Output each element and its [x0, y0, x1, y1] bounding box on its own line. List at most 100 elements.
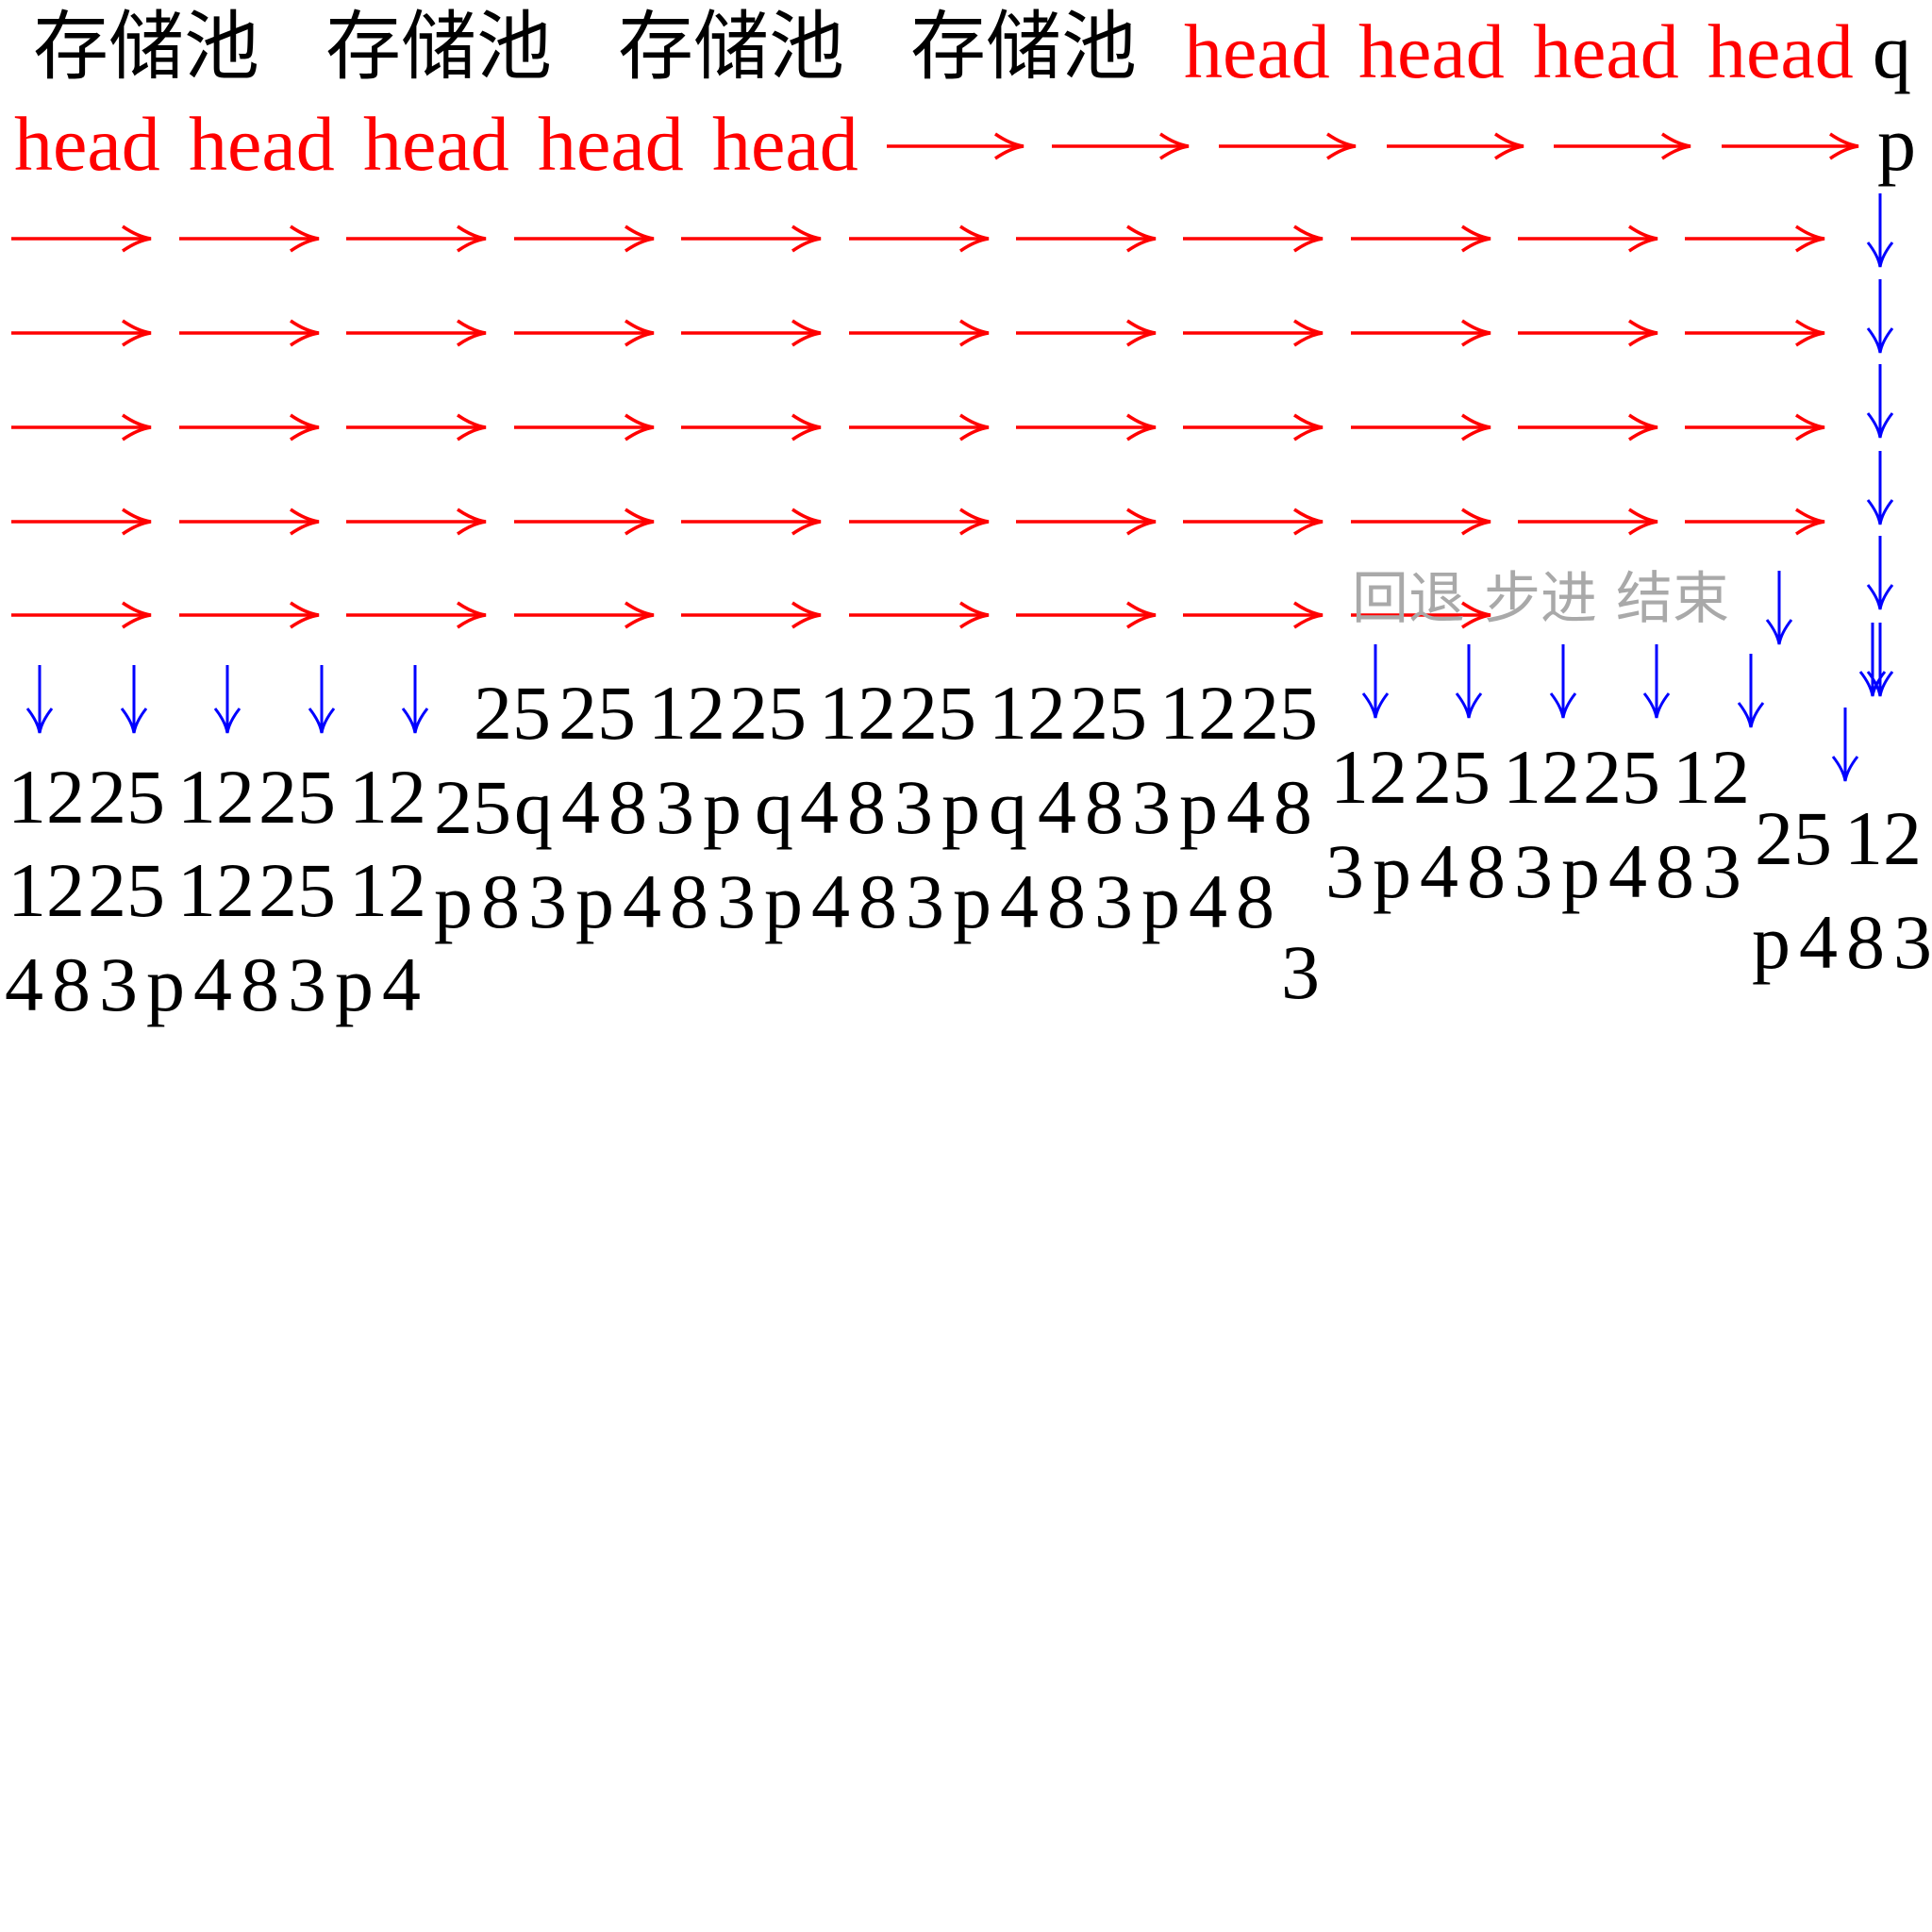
cell: 3: [1325, 828, 1364, 914]
right-arrow-icon: [1183, 319, 1324, 347]
right-arrow-icon: [346, 319, 487, 347]
back-button[interactable]: 回退: [1352, 566, 1465, 632]
right-arrow-icon: [1722, 132, 1859, 160]
head-label: head: [1184, 8, 1330, 94]
step-button[interactable]: 步进: [1484, 566, 1597, 632]
right-arrow-icon: [1183, 225, 1324, 253]
cell: 4: [561, 764, 600, 850]
cell: 4: [1000, 858, 1039, 944]
right-arrow-icon: [1016, 601, 1157, 629]
cell: 4: [1420, 828, 1458, 914]
right-arrow-icon: [11, 413, 152, 441]
pool-label: 存储池: [325, 3, 552, 91]
right-arrow-icon: [346, 601, 487, 629]
right-arrow-icon: [514, 508, 655, 536]
cell: 3: [528, 858, 567, 944]
right-arrow-icon: [346, 508, 487, 536]
right-arrow-icon: [179, 413, 320, 441]
right-arrow-icon: [179, 508, 320, 536]
cell: 8: [670, 858, 708, 944]
right-arrow-icon: [179, 601, 320, 629]
cell: 25: [1413, 734, 1491, 820]
cell: 8: [52, 941, 91, 1027]
right-arrow-icon: [681, 601, 822, 629]
right-arrow-icon: [849, 413, 990, 441]
right-arrow-icon: [1518, 225, 1658, 253]
right-arrow-icon: [514, 601, 655, 629]
down-arrow-icon: [1765, 571, 1793, 645]
cell: 8: [1236, 858, 1274, 944]
cell: 4: [811, 858, 850, 944]
head-label: head: [1358, 8, 1505, 94]
right-arrow-icon: [1685, 413, 1825, 441]
down-arrow-icon: [1831, 708, 1859, 782]
cell: 4: [1799, 899, 1838, 985]
cell: 4: [1226, 764, 1265, 850]
cell: 4: [193, 941, 232, 1027]
right-arrow-icon: [346, 413, 487, 441]
down-arrow-icon: [1866, 279, 1894, 354]
cell: 3: [1893, 899, 1932, 985]
cell: 8: [847, 764, 886, 850]
down-arrow-icon: [1737, 654, 1765, 728]
cell: 4: [382, 941, 421, 1027]
cell: q: [989, 764, 1027, 850]
cell: 3: [288, 941, 326, 1027]
cell: 8: [1085, 764, 1124, 850]
right-arrow-icon: [1052, 132, 1190, 160]
right-arrow-icon: [1016, 413, 1157, 441]
cell: 25: [1241, 670, 1318, 756]
right-arrow-icon: [179, 225, 320, 253]
cell: 12: [349, 754, 426, 840]
right-arrow-icon: [1685, 319, 1825, 347]
cell: 25: [1755, 795, 1832, 881]
cell: 12: [8, 754, 85, 840]
cell: 3: [717, 858, 756, 944]
cell: p: [953, 858, 991, 944]
right-arrow-icon: [514, 319, 655, 347]
cell: 12: [1503, 734, 1580, 820]
cell: 8: [241, 941, 279, 1027]
cell: 3: [894, 764, 933, 850]
cell: 4: [5, 941, 43, 1027]
cell: 25: [1070, 670, 1147, 756]
down-arrow-icon: [1455, 644, 1483, 719]
right-arrow-icon: [1518, 413, 1658, 441]
right-arrow-icon: [849, 601, 990, 629]
head-label: head: [189, 101, 335, 187]
cell: 3: [906, 858, 944, 944]
down-arrow-icon: [401, 665, 429, 734]
cell: 4: [623, 858, 661, 944]
cell: p: [434, 858, 473, 944]
right-arrow-icon: [1518, 508, 1658, 536]
right-arrow-icon: [514, 225, 655, 253]
head-label: head: [1707, 8, 1854, 94]
cell: 12: [177, 754, 255, 840]
cell: 8: [1467, 828, 1506, 914]
right-arrow-icon: [11, 225, 152, 253]
cell: 25: [474, 670, 551, 756]
right-arrow-icon: [11, 319, 152, 347]
cell: p: [146, 941, 185, 1027]
pointer-p: p: [1877, 101, 1916, 187]
end-button[interactable]: 结束: [1616, 566, 1729, 632]
cell: p: [1561, 828, 1600, 914]
down-arrow-icon: [1549, 644, 1577, 719]
cell: 25: [88, 847, 165, 933]
right-arrow-icon: [1351, 508, 1491, 536]
right-arrow-icon: [1183, 508, 1324, 536]
right-arrow-icon: [1016, 508, 1157, 536]
right-arrow-icon: [887, 132, 1024, 160]
cell: 4: [1608, 828, 1647, 914]
cell: 8: [858, 858, 897, 944]
right-arrow-icon: [849, 319, 990, 347]
cell: p: [941, 764, 980, 850]
cell: 3: [656, 764, 694, 850]
cell: p: [703, 764, 741, 850]
right-arrow-icon: [1685, 225, 1825, 253]
down-arrow-icon: [1866, 451, 1894, 525]
cell: 8: [1846, 899, 1885, 985]
right-arrow-icon: [1387, 132, 1524, 160]
cell: 25: [88, 754, 165, 840]
right-arrow-icon: [11, 601, 152, 629]
